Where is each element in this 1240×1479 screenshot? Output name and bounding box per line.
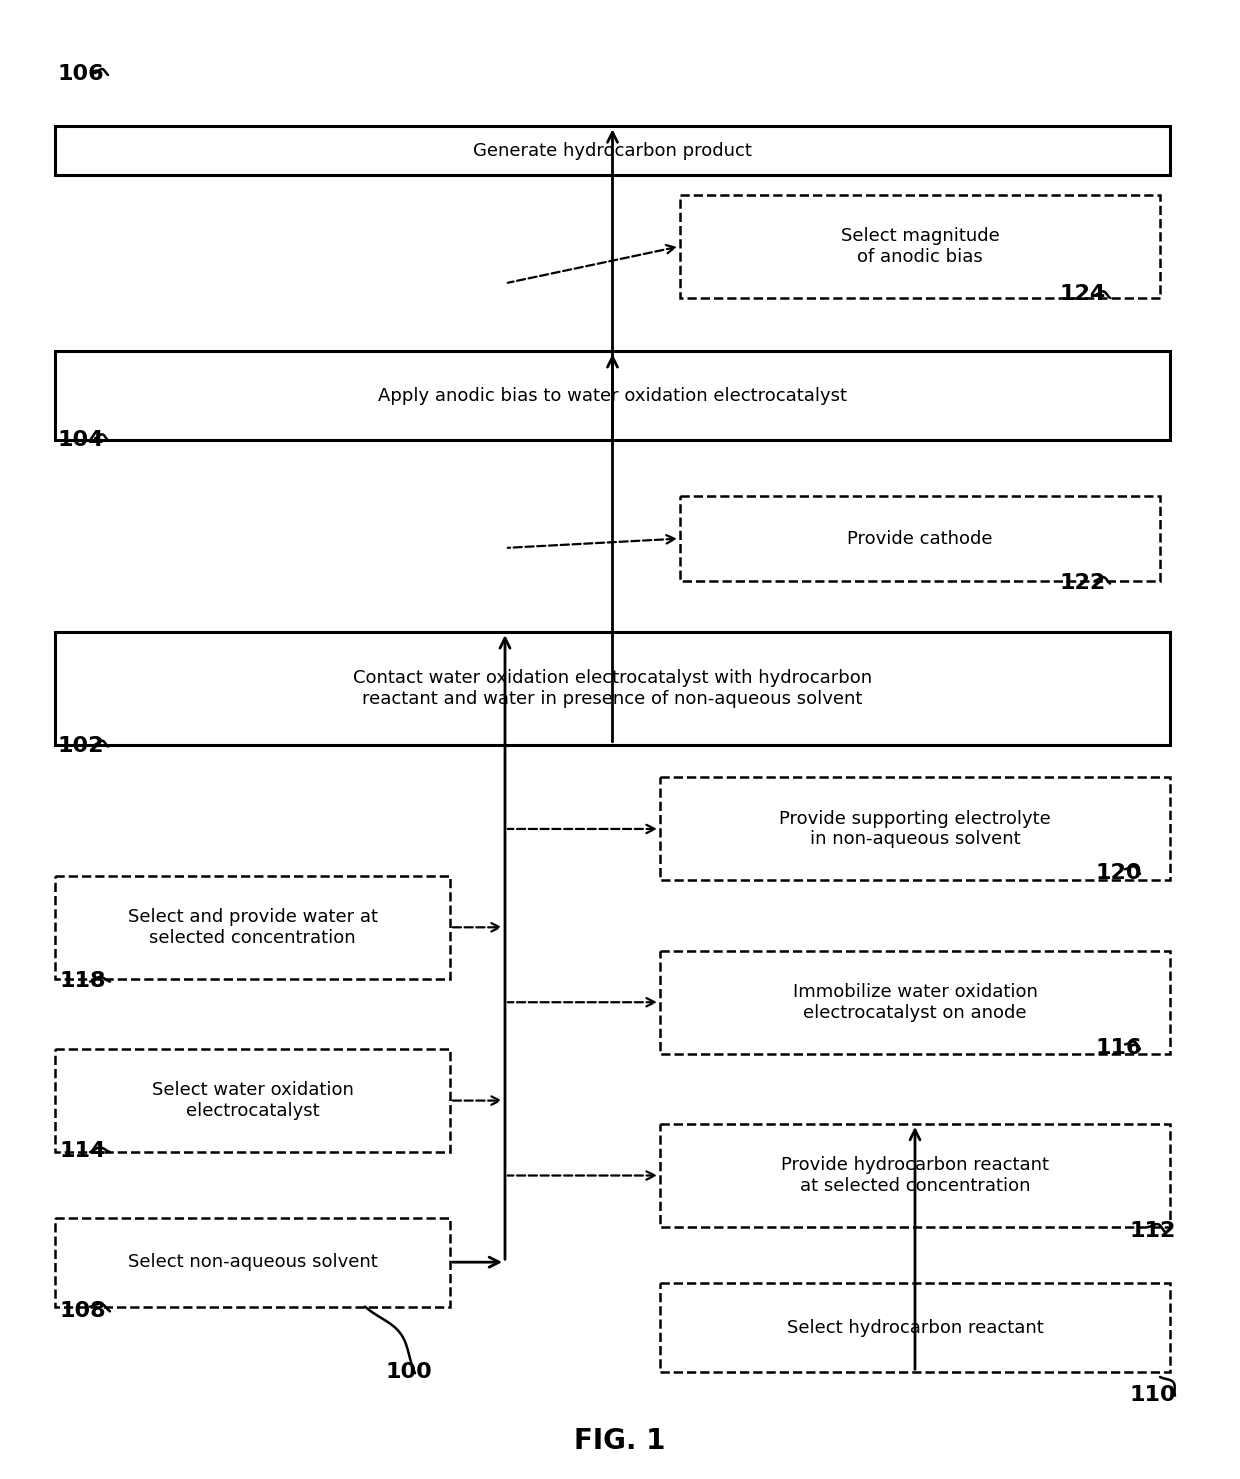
Text: Provide supporting electrolyte
in non-aqueous solvent: Provide supporting electrolyte in non-aq… bbox=[779, 809, 1050, 849]
Bar bbox=[55, 351, 1171, 441]
Bar bbox=[55, 1217, 450, 1306]
Text: FIG. 1: FIG. 1 bbox=[574, 1427, 666, 1455]
Bar bbox=[660, 1124, 1171, 1228]
Bar bbox=[55, 1049, 450, 1152]
Text: Immobilize water oxidation
electrocatalyst on anode: Immobilize water oxidation electrocataly… bbox=[792, 984, 1038, 1022]
Text: 108: 108 bbox=[60, 1300, 107, 1321]
Text: Provide cathode: Provide cathode bbox=[847, 529, 993, 547]
Bar bbox=[55, 126, 1171, 175]
Text: 114: 114 bbox=[60, 1142, 107, 1161]
Bar bbox=[680, 497, 1159, 581]
Bar bbox=[660, 951, 1171, 1053]
Text: 110: 110 bbox=[1130, 1384, 1177, 1405]
Bar bbox=[680, 195, 1159, 297]
Text: Provide hydrocarbon reactant
at selected concentration: Provide hydrocarbon reactant at selected… bbox=[781, 1157, 1049, 1195]
Text: Select hydrocarbon reactant: Select hydrocarbon reactant bbox=[786, 1319, 1043, 1337]
Text: 118: 118 bbox=[60, 972, 107, 991]
Text: Select water oxidation
electrocatalyst: Select water oxidation electrocatalyst bbox=[151, 1081, 353, 1120]
Text: Apply anodic bias to water oxidation electrocatalyst: Apply anodic bias to water oxidation ele… bbox=[378, 386, 847, 405]
Bar bbox=[55, 876, 450, 979]
Text: Contact water oxidation electrocatalyst with hydrocarbon
reactant and water in p: Contact water oxidation electrocatalyst … bbox=[353, 669, 872, 708]
Text: 100: 100 bbox=[384, 1362, 432, 1381]
Bar bbox=[660, 1284, 1171, 1373]
Text: 122: 122 bbox=[1060, 572, 1106, 593]
Text: Select magnitude
of anodic bias: Select magnitude of anodic bias bbox=[841, 226, 999, 266]
Text: 102: 102 bbox=[58, 737, 104, 756]
Text: 112: 112 bbox=[1130, 1222, 1177, 1241]
Text: Generate hydrocarbon product: Generate hydrocarbon product bbox=[474, 142, 751, 160]
Text: 116: 116 bbox=[1095, 1038, 1142, 1059]
Bar bbox=[55, 632, 1171, 744]
Bar bbox=[660, 778, 1171, 880]
Text: Select and provide water at
selected concentration: Select and provide water at selected con… bbox=[128, 908, 377, 947]
Text: 104: 104 bbox=[58, 429, 104, 450]
Text: 106: 106 bbox=[58, 64, 104, 84]
Text: Select non-aqueous solvent: Select non-aqueous solvent bbox=[128, 1253, 377, 1270]
Text: 120: 120 bbox=[1095, 864, 1142, 883]
Text: 124: 124 bbox=[1060, 284, 1106, 305]
